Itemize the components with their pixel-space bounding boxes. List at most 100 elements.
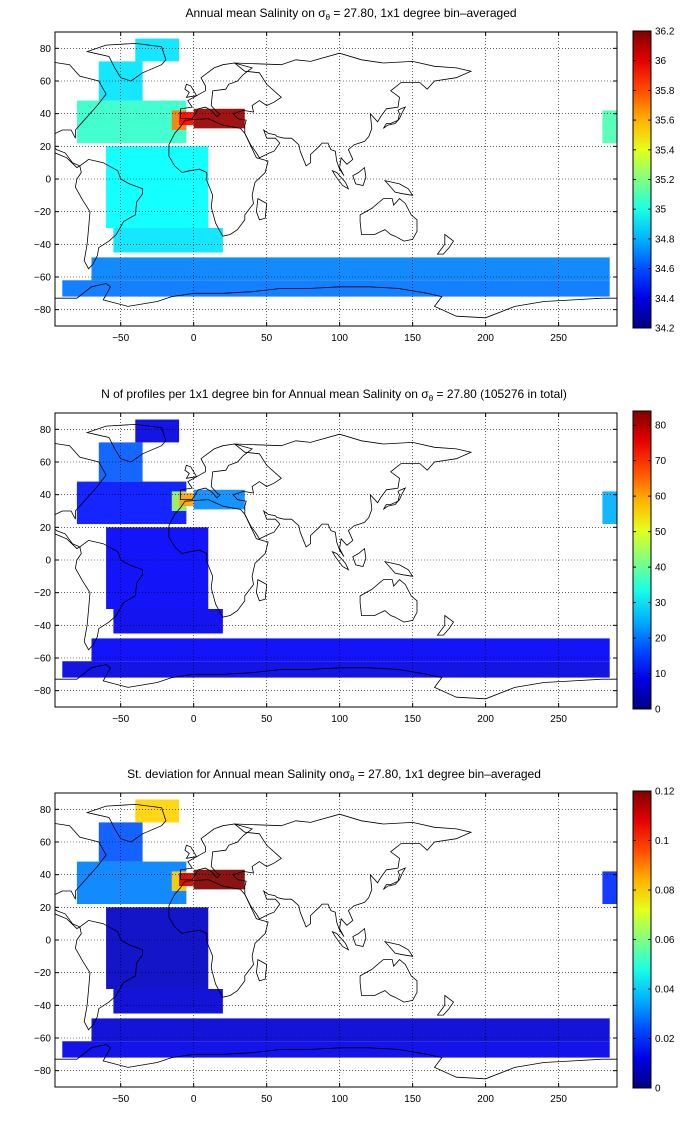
- y-tick-label: −60: [34, 1034, 51, 1045]
- data-region-5: [113, 228, 223, 253]
- data-region-10: [62, 280, 610, 297]
- colorbar-tick-label: 0.08: [655, 886, 675, 897]
- data-region-10: [62, 1041, 610, 1058]
- x-tick-label: 0: [191, 714, 197, 725]
- coastline-7: [232, 52, 473, 176]
- coastline-13: [436, 233, 455, 255]
- coastline-5: [180, 823, 253, 880]
- coastline-8: [383, 106, 407, 129]
- x-tick-label: −50: [112, 333, 129, 344]
- coastline-1: [55, 62, 107, 169]
- coastline-7: [232, 433, 473, 557]
- colorbar-tick-label: 10: [655, 669, 667, 680]
- coastline-14: [255, 197, 268, 221]
- y-tick-label: −40: [34, 621, 51, 632]
- x-tick-label: 200: [477, 1094, 494, 1105]
- coastline-15: [55, 664, 617, 707]
- panel-2-title: N of profiles per 1x1 degree bin for Ann…: [101, 387, 567, 403]
- y-tick-label: −40: [34, 1001, 51, 1012]
- coastline-1: [55, 823, 107, 930]
- x-tick-label: 250: [550, 714, 567, 725]
- data-region-9: [91, 638, 610, 662]
- y-tick-label: 20: [40, 142, 52, 153]
- y-tick-label: 40: [40, 109, 52, 120]
- y-tick-label: 80: [40, 805, 52, 816]
- y-tick-label: 0: [45, 175, 51, 186]
- y-tick-label: −60: [34, 654, 51, 665]
- coastline-9: [352, 166, 367, 186]
- y-tick-label: −20: [34, 588, 51, 599]
- y-tick-label: 40: [40, 490, 52, 501]
- data-region-1: [76, 100, 187, 144]
- x-tick-label: 100: [331, 1094, 348, 1105]
- x-tick-label: 0: [191, 333, 197, 344]
- x-tick-label: 200: [477, 714, 494, 725]
- y-tick-label: 60: [40, 458, 52, 469]
- colorbar-tick-label: 80: [655, 421, 667, 432]
- x-tick-label: 250: [550, 1094, 567, 1105]
- x-tick-label: −50: [112, 1094, 129, 1105]
- data-region-5: [113, 609, 223, 634]
- panel-3-title: St. deviation for Annual mean Salinity o…: [127, 767, 541, 783]
- y-tick-label: 80: [40, 425, 52, 436]
- colorbar-tick-label: 70: [655, 456, 667, 467]
- coastline-10: [331, 930, 350, 951]
- coastline-8: [383, 487, 407, 510]
- y-tick-label: −60: [34, 273, 51, 284]
- y-tick-label: −80: [34, 686, 51, 697]
- colorbar-tick-label: 0: [655, 705, 661, 716]
- data-region-8: [193, 869, 245, 890]
- colorbar-tick-label: 35.2: [655, 175, 675, 186]
- coastline-6: [184, 464, 198, 479]
- data-region-3: [135, 38, 180, 62]
- y-tick-label: 0: [45, 936, 51, 947]
- colorbar-tick-label: 0.02: [655, 1034, 675, 1045]
- data-region-1: [76, 861, 187, 905]
- coastline-15: [55, 283, 617, 326]
- panel-1-title: Annual mean Salinity on σθ = 27.80, 1x1 …: [185, 6, 516, 22]
- y-tick-label: 20: [40, 523, 52, 534]
- x-tick-label: 50: [261, 1094, 273, 1105]
- x-tick-label: 250: [550, 333, 567, 344]
- data-region-4: [106, 527, 209, 609]
- coastline-12: [359, 959, 418, 1003]
- coastline-6: [184, 83, 198, 98]
- coastline-5: [180, 62, 253, 119]
- colorbar-tick-label: 36.2: [655, 27, 675, 38]
- colorbar-tick-label: 35.8: [655, 86, 675, 97]
- data-region-11: [602, 871, 617, 905]
- colorbar-tick-label: 0.06: [655, 935, 675, 946]
- coastline-12: [359, 198, 418, 242]
- coastline-4: [168, 879, 269, 998]
- panel-2-profile-counts: −50 0 50 100 150 200 250 −80 −60 −40 −20 0 20 40 60 80 0…: [34, 410, 667, 725]
- colorbar-tick-label: 35.4: [655, 145, 675, 156]
- colorbar-tick-label: 35.6: [655, 116, 675, 127]
- coastline-7: [232, 813, 473, 937]
- y-tick-label: −40: [34, 240, 51, 251]
- coastline-6: [184, 844, 198, 859]
- y-tick-label: −20: [34, 968, 51, 979]
- colorbar-tick-label: 34.8: [655, 234, 675, 245]
- data-region-4: [106, 907, 209, 989]
- coastline-11: [383, 179, 414, 196]
- coastline-2: [85, 803, 167, 843]
- coastline-2: [85, 42, 167, 82]
- coastline-10: [331, 550, 350, 571]
- coastline-11: [383, 560, 414, 577]
- y-tick-label: −80: [34, 305, 51, 316]
- data-region-11: [602, 110, 617, 144]
- coastline-15: [55, 1044, 617, 1087]
- coastline-9: [352, 547, 367, 567]
- colorbar-tick-label: 50: [655, 527, 667, 538]
- colorbar-tick-label: 0: [655, 1084, 661, 1095]
- data-region-1: [76, 481, 187, 525]
- data-region-3: [135, 799, 180, 823]
- coastline-11: [383, 940, 414, 957]
- colorbar-tick-label: 34.2: [655, 324, 675, 335]
- data-region-8: [193, 108, 245, 129]
- data-region-9: [91, 1018, 610, 1042]
- y-tick-label: 80: [40, 44, 52, 55]
- x-tick-label: 0: [191, 1094, 197, 1105]
- y-tick-label: 40: [40, 870, 52, 881]
